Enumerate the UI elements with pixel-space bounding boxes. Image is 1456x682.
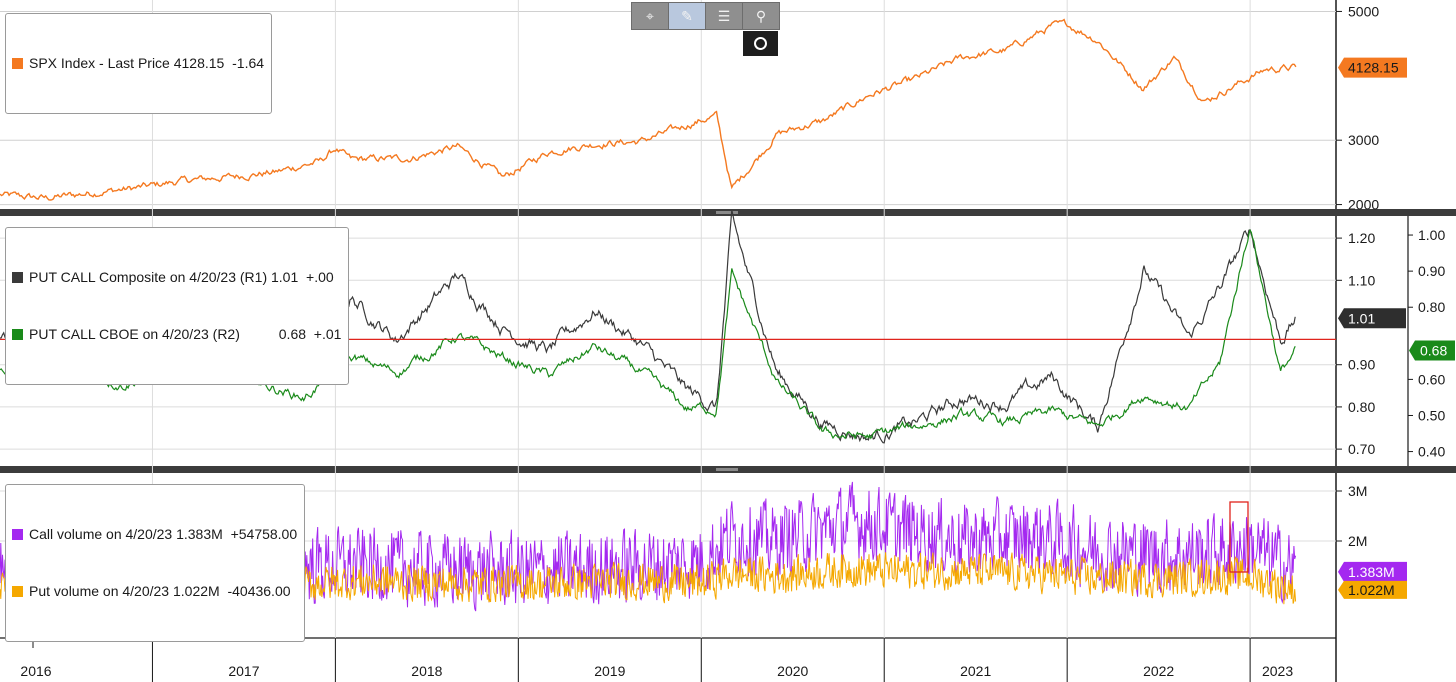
cboe-last-tag (1409, 340, 1455, 361)
price-tick-label: 2000 (1348, 197, 1379, 213)
ratio-legend-swatch-cboe (12, 329, 23, 340)
put-last-tag (1338, 580, 1407, 599)
ratio-right-tick-label: 0.90 (1418, 263, 1445, 279)
volume-highlight-box (1229, 501, 1249, 573)
price-tick-label: 3000 (1348, 132, 1379, 148)
call-last-tag (1338, 561, 1407, 582)
draw-button[interactable]: ✎ (669, 3, 706, 29)
table-button[interactable]: ☰ (706, 3, 743, 29)
price-last-tag (1338, 57, 1407, 78)
axes-layer: 2000 3000 5000 0.70 0.80 0.90 1.10 1.20 0.40 0.50… (20, 3, 1445, 682)
ratio-right-tick-label: 1.00 (1418, 227, 1445, 243)
spx-price-line (0, 18, 1297, 201)
cboe-last-tag-label: 0.68 (1420, 343, 1447, 359)
ratio-right-tick-label: 0.50 (1418, 407, 1445, 423)
year-tick-label: 2016 (20, 663, 51, 679)
volume-legend-swatch-call (12, 529, 23, 540)
ratio-right-tick-label: 0.80 (1418, 299, 1445, 315)
ratio-legend[interactable]: PUT CALL Composite on 4/20/23 (R1) 1.01 … (5, 227, 350, 385)
ratio-legend-cboe-label: PUT CALL CBOE on 4/20/23 (R2) 0.68 +.01 (29, 326, 342, 342)
composite-last-tag (1338, 308, 1406, 329)
year-tick-label: 2022 (1143, 663, 1174, 679)
ratio-left-tick-label: 0.90 (1348, 357, 1375, 373)
list-icon: ☰ (717, 7, 731, 24)
volume-legend-put-label: Put volume on 4/20/23 1.022M -40436.00 (29, 583, 291, 599)
divider-grip-2[interactable] (716, 468, 738, 471)
ratio-left-tick-label: 1.20 (1348, 230, 1375, 246)
ratio-right-tick-label: 0.60 (1418, 371, 1445, 387)
call-last-tag-label: 1.383M (1348, 564, 1395, 580)
ratio-legend-swatch-composite (12, 272, 23, 283)
price-legend-label: SPX Index - Last Price 4128.15 -1.64 (29, 55, 265, 71)
composite-last-tag-label: 1.01 (1348, 310, 1375, 326)
ratio-legend-composite-label: PUT CALL Composite on 4/20/23 (R1) 1.01 … (29, 269, 334, 285)
year-tick-label: 2021 (960, 663, 991, 679)
year-tick-label: 2019 (594, 663, 625, 679)
price-tick-label: 5000 (1348, 3, 1379, 19)
record-icon (754, 37, 767, 50)
ratio-right-tick-label: 0.40 (1418, 444, 1445, 460)
volume-tick-label: 2M (1348, 533, 1367, 549)
volume-legend[interactable]: Call volume on 4/20/23 1.383M +54758.00 … (5, 484, 306, 642)
year-tick-label: 2020 (777, 663, 808, 679)
volume-legend-swatch-put (12, 586, 23, 597)
ratio-left-tick-label: 0.80 (1348, 399, 1375, 415)
crosshair-icon: ⌖ (646, 7, 654, 24)
volume-tick-label: 3M (1348, 483, 1367, 499)
pencil-icon: ✎ (681, 7, 693, 24)
zoom-button[interactable]: ⚲ (743, 3, 779, 29)
tags-layer: 4128.15 1.01 0.68 1.383M 1.022M (1338, 57, 1455, 599)
year-tick-label: 2023 (1262, 663, 1293, 679)
year-tick-label: 2018 (411, 663, 442, 679)
record-button[interactable] (743, 31, 778, 56)
year-tick-label: 2017 (228, 663, 259, 679)
ratio-left-tick-label: 1.10 (1348, 272, 1375, 288)
price-last-tag-label: 4128.15 (1348, 60, 1399, 76)
put-last-tag-label: 1.022M (1348, 582, 1395, 598)
magnifier-icon: ⚲ (755, 7, 767, 24)
chart-toolbar: ⌖ ✎ ☰ ⚲ (631, 2, 780, 30)
ratio-left-tick-label: 0.70 (1348, 441, 1375, 457)
crosshair-button[interactable]: ⌖ (632, 3, 669, 29)
price-legend[interactable]: SPX Index - Last Price 4128.15 -1.64 (5, 13, 273, 114)
divider-grip-1[interactable] (716, 211, 738, 214)
volume-legend-call-label: Call volume on 4/20/23 1.383M +54758.00 (29, 526, 298, 542)
price-legend-swatch (12, 58, 23, 69)
